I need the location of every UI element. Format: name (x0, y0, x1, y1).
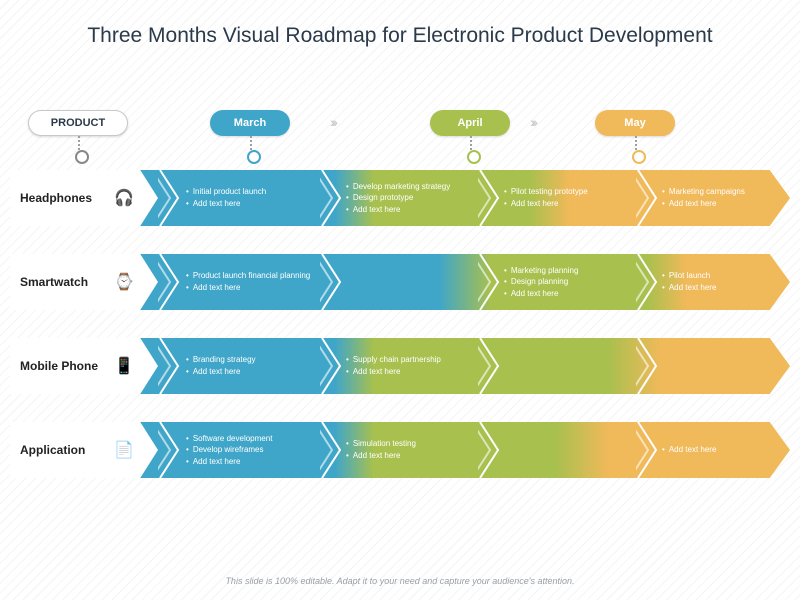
product-label-card: Headphones 🎧 (10, 170, 158, 226)
row-cell-1: Simulation testingAdd text here (342, 422, 622, 478)
bullet-item: Add text here (662, 444, 778, 456)
row-cell-0: Branding strategyAdd text here (182, 338, 312, 394)
row-cell-1: Marketing planningDesign planningAdd tex… (500, 254, 630, 310)
smartwatch-icon: ⌚ (114, 272, 134, 292)
product-label-card: Smartwatch ⌚ (10, 254, 158, 310)
month-pin-may (635, 136, 637, 158)
product-column-tab: PRODUCT (28, 110, 128, 136)
roadmap-stage: PRODUCT March April May ››› ››› Headphones 🎧 I… (10, 110, 790, 560)
bullet-item: Pilot testing prototype (504, 186, 620, 198)
product-pin (78, 136, 80, 158)
bullet-item: Initial product launch (186, 186, 312, 198)
row-cell-0: Product launch financial planningAdd tex… (182, 254, 462, 310)
bullet-item: Design planning (504, 276, 630, 288)
bullet-item: Marketing planning (504, 265, 630, 277)
month-separator-1: ››› (530, 114, 535, 130)
row-cell-1: Develop marketing strategyDesign prototy… (342, 170, 472, 226)
bullet-item: Supply chain partnership (346, 354, 622, 366)
row-cell-3: Marketing campaignsAdd text here (658, 170, 778, 226)
month-tab-may: May (595, 110, 675, 136)
bullet-item: Add text here (504, 288, 630, 300)
product-name: Headphones (20, 191, 92, 205)
headphones-icon: 🎧 (114, 188, 134, 208)
month-pin-april (470, 136, 472, 158)
row-cell-2: Pilot launchAdd text here (658, 254, 778, 310)
bullet-item: Develop wireframes (186, 444, 312, 456)
mobile-phone-icon: 📱 (114, 356, 134, 376)
bullet-item: Develop marketing strategy (346, 181, 472, 193)
month-pin-march (250, 136, 252, 158)
row-cell-0: Software developmentDevelop wireframesAd… (182, 422, 312, 478)
bullet-item: Add text here (346, 204, 472, 216)
bullet-item: Add text here (346, 450, 622, 462)
row-cell-0: Initial product launchAdd text here (182, 170, 312, 226)
product-name: Application (20, 443, 85, 457)
page-title: Three Months Visual Roadmap for Electron… (0, 0, 800, 48)
row-cell-2: Add text here (658, 422, 778, 478)
bullet-item: Add text here (662, 282, 778, 294)
bullet-item: Add text here (346, 366, 622, 378)
bullet-item: Add text here (186, 456, 312, 468)
roadmap-row-mobile-phone: Mobile Phone 📱Branding strategyAdd text … (10, 338, 790, 394)
product-name: Mobile Phone (20, 359, 98, 373)
bullet-item: Marketing campaigns (662, 186, 778, 198)
bullet-item: Add text here (186, 198, 312, 210)
roadmap-row-application: Application 📄 Software developmentDevelop… (10, 422, 790, 478)
product-name: Smartwatch (20, 275, 88, 289)
roadmap-row-headphones: Headphones 🎧Initial product launchAdd te… (10, 170, 790, 226)
product-label-card: Application 📄 (10, 422, 158, 478)
row-cell-1: Supply chain partnershipAdd text here (342, 338, 622, 394)
product-label-card: Mobile Phone 📱 (10, 338, 158, 394)
bullet-item: Add text here (186, 282, 462, 294)
bullet-item: Pilot launch (662, 270, 778, 282)
bullet-item: Branding strategy (186, 354, 312, 366)
row-cell-2: Pilot testing prototypeAdd text here (500, 170, 620, 226)
bullet-item: Simulation testing (346, 438, 622, 450)
bullet-item: Add text here (186, 366, 312, 378)
application-icon: 📄 (114, 440, 134, 460)
bullet-item: Add text here (504, 198, 620, 210)
month-separator-0: ››› (330, 114, 335, 130)
bullet-item: Add text here (662, 198, 778, 210)
bullet-item: Design prototype (346, 192, 472, 204)
roadmap-row-smartwatch: Smartwatch ⌚ Product launch financial pla… (10, 254, 790, 310)
footer-note: This slide is 100% editable. Adapt it to… (0, 576, 800, 586)
bullet-item: Software development (186, 433, 312, 445)
month-tab-march: March (210, 110, 290, 136)
bullet-item: Product launch financial planning (186, 270, 462, 282)
month-tab-april: April (430, 110, 510, 136)
